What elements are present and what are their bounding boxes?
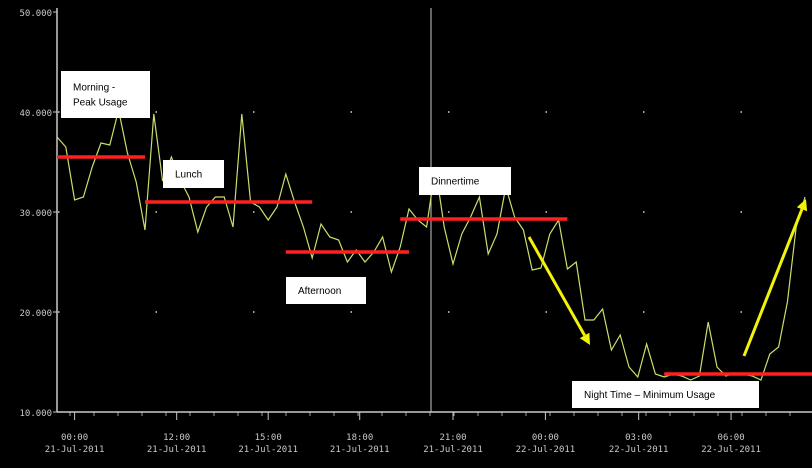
trend-arrow-shaft xyxy=(742,208,804,357)
y-ticks: 10.000 20.000 30.000 40.000 50.000 xyxy=(19,9,57,419)
x-tick-date: 22-Jul-2011 xyxy=(701,445,761,455)
annotation-callout: Dinnertime xyxy=(419,167,511,195)
annotation-boxes: Morning -Peak Usage Lunch Afternoon Dinnert… xyxy=(61,71,759,408)
x-tick-date: 21-Jul-2011 xyxy=(238,445,298,455)
x-tick-date: 21-Jul-2011 xyxy=(330,445,390,455)
x-tick-date: 22-Jul-2011 xyxy=(516,445,576,455)
y-tick-label: 40.000 xyxy=(19,109,52,119)
x-tick-time: 03:00 xyxy=(625,433,652,443)
trend-arrows xyxy=(527,199,808,357)
x-tick-time: 00:00 xyxy=(61,433,88,443)
annotation-label: Night Time – Minimum Usage xyxy=(584,390,716,401)
y-tick-label: 50.000 xyxy=(19,9,52,19)
x-tick-date: 21-Jul-2011 xyxy=(147,445,207,455)
annotation-label: Lunch xyxy=(175,170,202,181)
x-tick-time: 00:00 xyxy=(532,433,559,443)
annotation-callout: Night Time – Minimum Usage xyxy=(572,381,759,408)
annotation-label: Dinnertime xyxy=(431,177,480,188)
x-tick-time: 18:00 xyxy=(346,433,373,443)
x-tick-time: 15:00 xyxy=(255,433,282,443)
annotation-callout: Morning -Peak Usage xyxy=(61,71,150,118)
annotation-label: Afternoon xyxy=(298,286,341,297)
x-tick-date: 21-Jul-2011 xyxy=(423,445,483,455)
annotation-box xyxy=(163,160,224,188)
x-tick-date: 22-Jul-2011 xyxy=(609,445,669,455)
x-tick-date: 21-Jul-2011 xyxy=(45,445,105,455)
y-tick-label: 20.000 xyxy=(19,309,52,319)
annotation-callout: Afternoon xyxy=(286,277,366,304)
x-ticks: 00:00 21-Jul-2011 12:00 21-Jul-2011 15:00 21-… xyxy=(45,412,791,455)
trend-arrow-shaft xyxy=(527,236,586,337)
y-tick-label: 10.000 xyxy=(19,409,52,419)
annotation-box xyxy=(572,381,759,408)
trend-arrow-head xyxy=(796,199,808,212)
x-tick-time: 21:00 xyxy=(439,433,466,443)
annotation-box xyxy=(61,71,150,118)
average-lines xyxy=(57,155,812,376)
annotation-box xyxy=(419,167,511,195)
x-tick-time: 06:00 xyxy=(718,433,745,443)
annotation-box xyxy=(286,277,366,304)
y-tick-label: 30.000 xyxy=(19,209,52,219)
annotation-label: Morning -Peak Usage xyxy=(73,83,128,109)
annotation-callout: Lunch xyxy=(163,160,224,188)
x-tick-time: 12:00 xyxy=(163,433,190,443)
trend-arrow-head xyxy=(579,332,590,345)
